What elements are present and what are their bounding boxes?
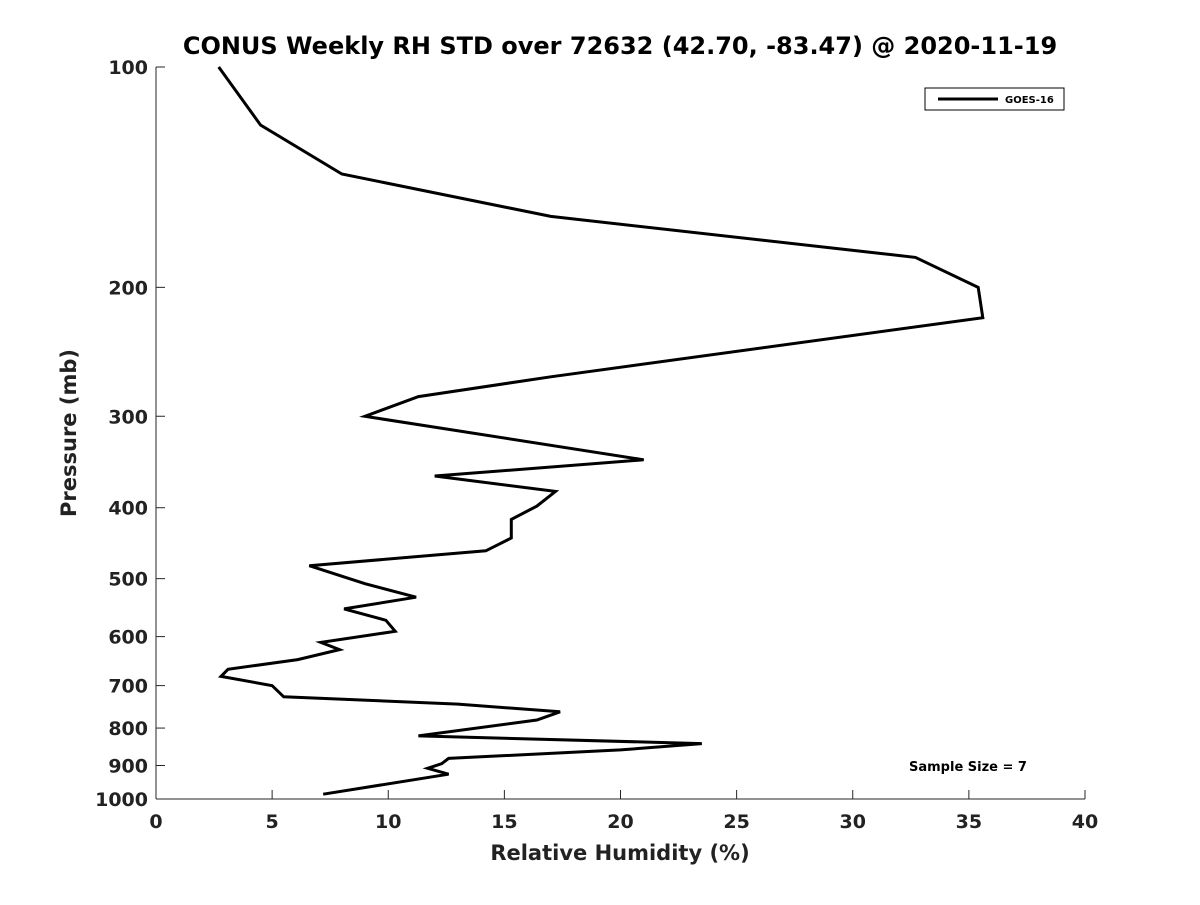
series-line-goes-16 (217, 66, 985, 796)
x-tick-label: 35 (956, 811, 982, 833)
y-tick-label: 200 (108, 277, 148, 299)
y-tick-label: 300 (108, 406, 148, 428)
y-tick-label: 1000 (95, 789, 148, 811)
y-tick-label: 800 (108, 718, 148, 740)
plot-area (156, 67, 1085, 799)
y-tick-label: 700 (108, 676, 148, 698)
y-tick-label: 400 (108, 498, 148, 520)
x-axis-label: Relative Humidity (%) (490, 841, 749, 865)
x-tick-label: 40 (1072, 811, 1098, 833)
series-layer (217, 66, 985, 796)
x-tick-label: 20 (607, 811, 633, 833)
x-tick-label: 10 (375, 811, 401, 833)
y-tick-label: 500 (108, 569, 148, 591)
x-tick-label: 15 (491, 811, 517, 833)
legend-label-goes-16: GOES-16 (1005, 95, 1054, 106)
y-axis-label: Pressure (mb) (57, 349, 81, 517)
x-tick-label: 0 (149, 811, 162, 833)
y-axis: 100 200 300 400 500 600 700 800 900 1000 (95, 57, 165, 811)
x-axis: 0 5 10 15 20 25 30 35 40 (149, 790, 1098, 833)
legend: GOES-16 (924, 87, 1065, 111)
y-tick-label: 900 (108, 756, 148, 778)
x-tick-label: 5 (266, 811, 279, 833)
x-tick-label: 25 (723, 811, 749, 833)
chart-title: CONUS Weekly RH STD over 72632 (42.70, -… (183, 32, 1057, 60)
x-tick-label: 30 (840, 811, 866, 833)
y-tick-label: 100 (108, 57, 148, 79)
y-tick-label: 600 (108, 627, 148, 649)
sample-size-annotation: Sample Size = 7 (909, 760, 1027, 775)
